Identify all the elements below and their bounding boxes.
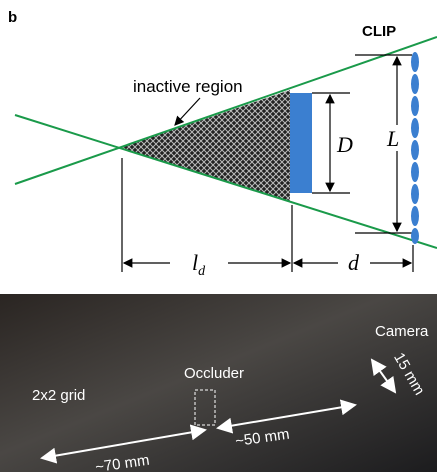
photo [0, 294, 437, 472]
ld-label: ld [192, 250, 206, 279]
inactive-region [120, 90, 290, 202]
camera-label: Camera [375, 323, 429, 340]
region-label: inactive region [133, 77, 243, 96]
clip-array [411, 52, 419, 244]
d-label: d [348, 250, 360, 275]
figure: b CLIP inactive region D L ld d Camera 1… [0, 0, 437, 472]
occluder-label: Occluder [184, 365, 244, 382]
clip-label: CLIP [362, 23, 396, 40]
occluder [290, 93, 312, 193]
panel-label: b [8, 9, 17, 26]
d-size-label: D [336, 132, 353, 157]
grid-label: 2x2 grid [32, 387, 85, 404]
l-size-label: L [386, 126, 399, 151]
